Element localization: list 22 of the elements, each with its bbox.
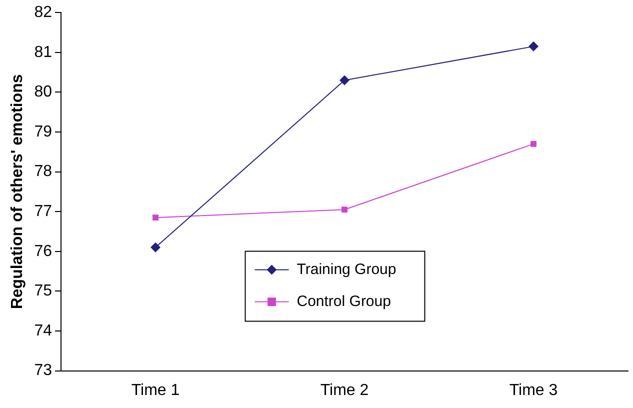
y-tick-label: 81 — [34, 44, 52, 61]
y-tick-label: 74 — [34, 322, 52, 340]
point — [528, 41, 538, 52]
point — [152, 214, 158, 221]
point — [150, 242, 160, 252]
x-tick-label: Time 1 — [131, 382, 180, 399]
y-tick-label: 78 — [34, 163, 52, 180]
legend-label: Training Group — [296, 260, 396, 278]
x-tick-label: Time 2 — [320, 382, 369, 399]
y-tick-label: 77 — [34, 203, 52, 220]
point — [340, 75, 350, 86]
y-tick-label: 76 — [34, 242, 52, 260]
y-tick-label: 73 — [34, 362, 52, 380]
y-tick-label: 75 — [34, 282, 52, 300]
point — [342, 206, 348, 213]
point — [530, 140, 536, 147]
x-tick-label: Time 3 — [509, 382, 558, 399]
y-tick-label: 80 — [34, 84, 52, 101]
y-axis-title: Regulation of others' emotions — [9, 74, 26, 310]
y-tick-label: 79 — [34, 123, 52, 140]
legend-label: Control Group — [296, 292, 391, 310]
y-tick-label: 82 — [34, 4, 52, 22]
